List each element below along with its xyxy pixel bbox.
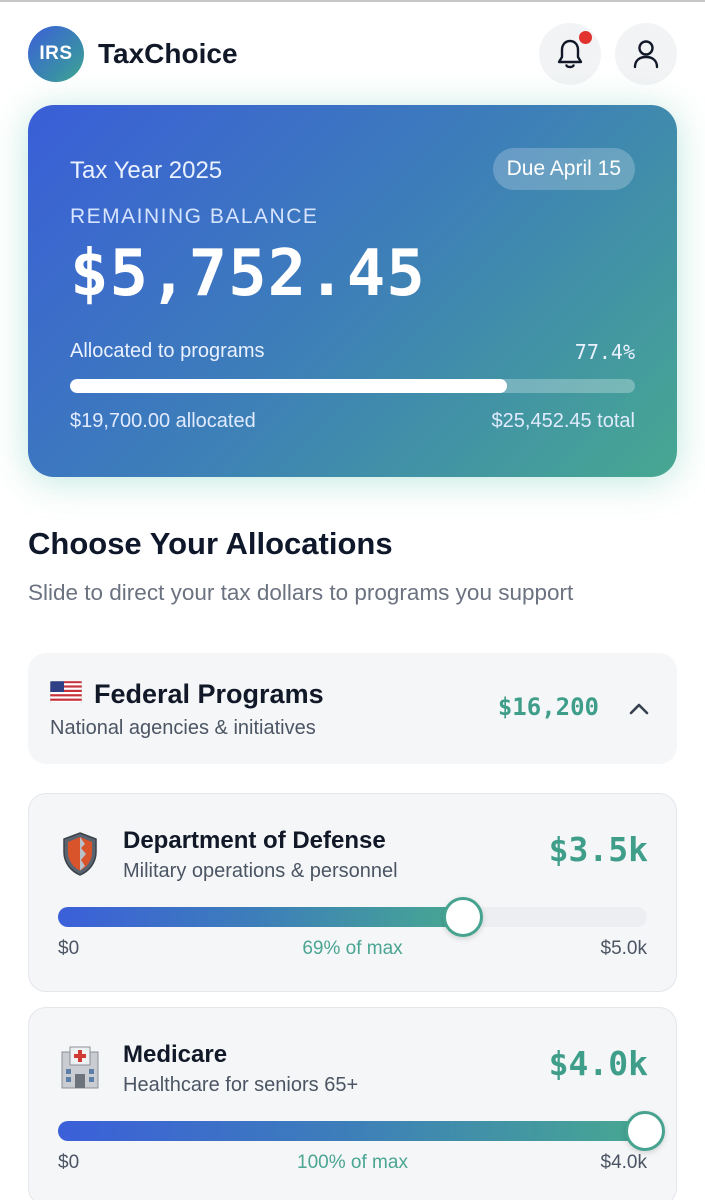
allocation-slider[interactable]: [58, 1111, 665, 1151]
remaining-balance-amount: $5,752.45: [70, 237, 426, 311]
program-amount: $3.5k: [548, 830, 648, 869]
slider-min-label: $0: [58, 938, 80, 959]
slider-fill: [58, 1121, 647, 1141]
program-card-medicare: Medicare Healthcare for seniors 65+ $4.0…: [28, 1007, 677, 1200]
allocation-progress-fill: [70, 379, 508, 393]
slider-thumb[interactable]: [625, 1111, 665, 1151]
app-title: TaxChoice: [98, 38, 238, 69]
slider-max-label: $4.0k: [600, 1152, 647, 1173]
notification-dot: [579, 31, 592, 44]
hospital-icon: [61, 1046, 99, 1089]
slider-percent-label: 100% of max: [297, 1152, 408, 1173]
top-divider: [0, 0, 705, 2]
program-description: Military operations & personnel: [123, 860, 398, 882]
allocation-progress-bar: [70, 379, 635, 393]
federal-programs-group-header[interactable]: Federal Programs National agencies & ini…: [28, 653, 677, 764]
program-card-defense: Department of Defense Military operation…: [28, 793, 677, 992]
program-description: Healthcare for seniors 65+: [123, 1074, 359, 1096]
program-amount: $4.0k: [548, 1044, 648, 1083]
slider-fill: [58, 907, 465, 927]
balance-card: Tax Year 2025 Due April 15 REMAINING BAL…: [28, 105, 677, 477]
group-subtitle: National agencies & initiatives: [50, 717, 316, 739]
allocations-title: Choose Your Allocations: [28, 526, 393, 561]
bell-icon: [557, 39, 583, 69]
chevron-up-icon[interactable]: [627, 697, 651, 721]
allocations-subtitle: Slide to direct your tax dollars to prog…: [28, 580, 574, 605]
allocated-label: Allocated to programs: [70, 340, 265, 362]
allocated-amount: $19,700.00 allocated: [70, 410, 256, 432]
slider-min-label: $0: [58, 1152, 80, 1173]
slider-percent-label: 69% of max: [302, 938, 403, 959]
slider-thumb[interactable]: [443, 897, 484, 937]
allocation-slider[interactable]: [58, 897, 647, 937]
us-flag-icon: [50, 681, 82, 703]
app-header: IRS TaxChoice: [28, 22, 677, 86]
remaining-balance-label: REMAINING BALANCE: [70, 205, 319, 228]
allocated-percent: 77.4%: [574, 340, 635, 364]
group-title: Federal Programs: [94, 679, 324, 709]
group-total: $16,200: [497, 693, 599, 721]
program-name: Department of Defense: [123, 827, 386, 854]
header-actions: [539, 23, 677, 85]
slider-max-label: $5.0k: [600, 938, 647, 959]
tax-year-label: Tax Year 2025: [70, 157, 223, 184]
user-icon: [633, 40, 659, 69]
shield-icon: [63, 832, 97, 876]
irs-logo: IRS: [28, 26, 84, 82]
notifications-button[interactable]: [539, 23, 601, 85]
due-date-badge: Due April 15: [492, 148, 635, 190]
total-amount: $25,452.45 total: [491, 410, 635, 432]
profile-button[interactable]: [615, 23, 677, 85]
program-name: Medicare: [123, 1041, 228, 1068]
